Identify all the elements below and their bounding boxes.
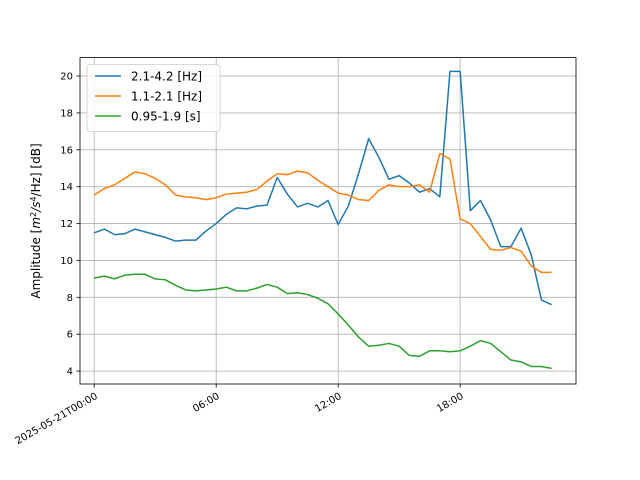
series-line (94, 273, 552, 370)
legend-box (86, 64, 221, 132)
series-line (93, 152, 552, 274)
legend-label: 2.1-4.2 [Hz] (131, 70, 202, 84)
y-axis-label-part-e: 4 (29, 196, 38, 201)
series-lines (93, 70, 552, 370)
y-tick-label: 12 (60, 219, 73, 230)
y-axis: 4 6 8 10 12 14 16 18 20 (60, 72, 80, 378)
y-axis-label-part-b: m (29, 217, 43, 229)
legend-label: 0.95-1.9 [s] (131, 110, 201, 124)
y-tick-label: 6 (67, 330, 73, 341)
series-line (93, 70, 552, 306)
y-axis-label: Amplitude [m2/s4/Hz] [dB] (29, 143, 44, 298)
y-axis-label-part-a: Amplitude [ (29, 229, 43, 299)
plot-frame (79, 57, 577, 385)
legend-label: 1.1-2.1 [Hz] (131, 90, 202, 104)
y-tick-label: 20 (60, 72, 73, 83)
legend: 2.1-4.2 [Hz] 1.1-2.1 [Hz] 0.95-1.9 [s] (86, 64, 221, 132)
y-tick-label: 14 (60, 182, 73, 193)
y-tick-label: 8 (67, 293, 73, 304)
y-tick-label: 4 (67, 367, 73, 378)
y-tick-label: 18 (60, 108, 73, 119)
y-axis-label-part-d: /s (29, 202, 43, 213)
y-axis-label-part-f: /Hz] [dB] (29, 143, 43, 196)
y-axis-label-part-c: 2 (29, 212, 38, 217)
y-tick-label: 10 (60, 256, 73, 267)
y-tick-label: 16 (60, 145, 73, 156)
